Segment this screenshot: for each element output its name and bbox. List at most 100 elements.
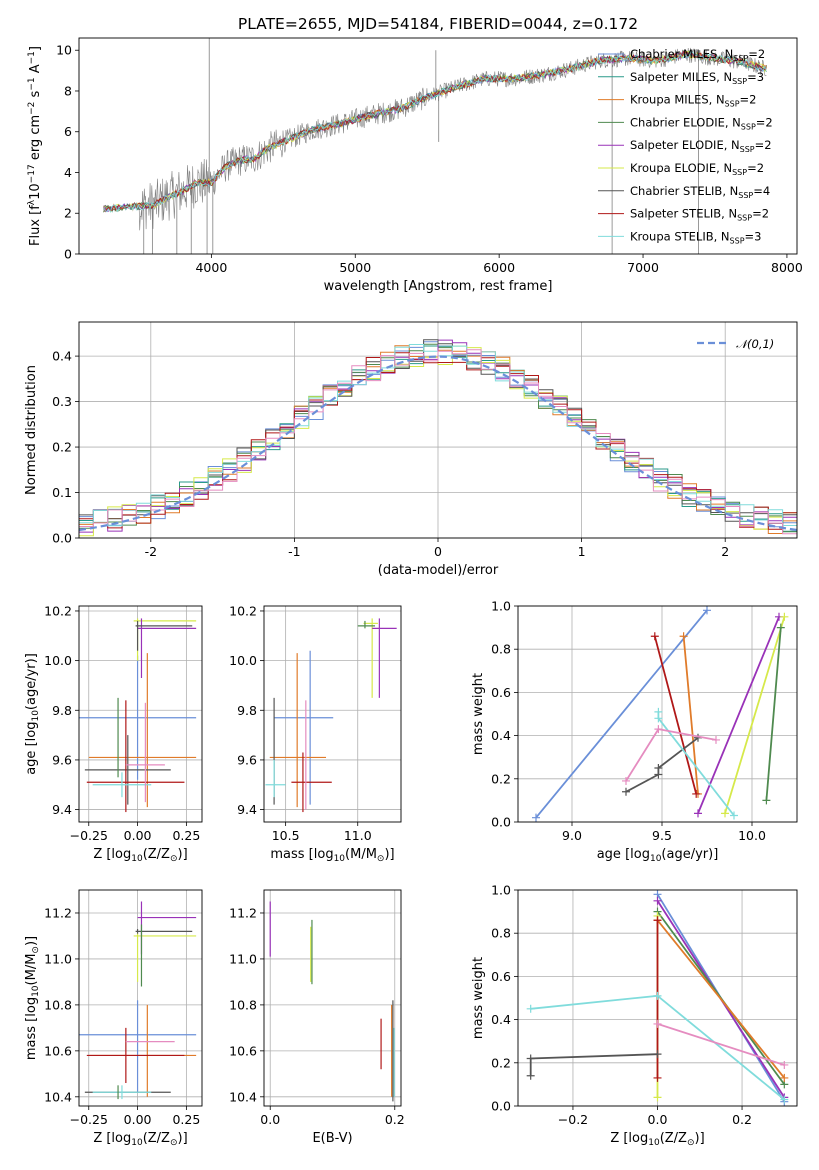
massweight-vs-age-point-marker	[703, 606, 711, 615]
mass-vs-Z-xtick-label: −0.25	[70, 1112, 108, 1127]
residuals-xtick-label: -2	[145, 544, 157, 559]
age-vs-Z-errorbar-point	[79, 655, 197, 780]
legend-name: Salpeter ELODIE, N	[630, 138, 740, 152]
spectrum-ylabel-part: −2	[27, 102, 37, 115]
massweight-vs-Z-frame	[517, 889, 798, 1107]
spectrum-ylabel-part: −1	[27, 51, 37, 64]
legend-name: Salpeter MILES, N	[630, 70, 732, 84]
massweight-vs-age-ytick-label: 0.4	[491, 728, 511, 743]
massweight-vs-Z-ytick-label: 0.8	[491, 926, 511, 941]
residuals-ytick-label: 0.1	[52, 485, 72, 500]
legend-label: Chabrier MILES, NSSP=2	[630, 47, 765, 63]
massweight-vs-Z-series-line	[657, 1023, 785, 1066]
massweight-vs-age-series-line	[657, 711, 735, 817]
age-vs-Z-errorbar-point	[135, 620, 193, 651]
massweight-vs-age-xtick-label: 10.0	[738, 828, 766, 843]
massweight-vs-age-xtick-label: 9.0	[562, 828, 582, 843]
age-vs-Z-ylabel-part: 10	[31, 710, 41, 722]
age-vs-mass-xtick-label: 11.0	[344, 828, 372, 843]
spectrum-ylabel-part: A	[28, 64, 43, 77]
spectrum-ylabel-part: s	[28, 90, 43, 101]
mass-vs-EBV-ytick-label: 11.2	[229, 905, 257, 920]
residuals-hist-series	[79, 339, 797, 533]
massweight-vs-Z-point-marker	[653, 1093, 662, 1102]
legend-label: Salpeter STELIB, NSSP=2	[630, 207, 769, 223]
age-vs-Z-errorbar-point	[88, 653, 197, 808]
massweight-vs-Z-point-marker	[653, 991, 662, 1000]
residuals-xtick-label: 2	[721, 544, 729, 559]
spectrum-frame	[78, 37, 798, 255]
spectrum-xtick-label: 6000	[483, 260, 515, 275]
mass-vs-Z-ylabel-part: (M/M	[24, 954, 39, 986]
age-vs-Z-xtick-label: 0.25	[172, 828, 200, 843]
age-vs-mass-ytick-label: 10.0	[229, 653, 257, 668]
mass-vs-EBV-xtick-label: 0.2	[385, 1112, 405, 1127]
massweight-vs-age-ytick-label: 1.0	[491, 599, 511, 614]
massweight-vs-Z-ytick-label: 0.4	[491, 1012, 511, 1027]
massweight-vs-Z-xlabel-part: (Z/Z	[660, 1131, 687, 1146]
massweight-vs-Z-xlabel-part: )]	[695, 1131, 705, 1146]
age-vs-Z-xtick-label: −0.25	[70, 828, 108, 843]
mass-vs-Z-errorbar-point	[137, 901, 197, 955]
age-vs-Z-frame	[78, 605, 203, 823]
age-vs-mass-errorbar-point	[357, 620, 376, 629]
mass-vs-EBV-plot-area	[269, 901, 395, 1102]
age-vs-Z-ytick-label: 10.2	[44, 603, 72, 618]
legend-name: Kroupa ELODIE, N	[630, 161, 732, 175]
massweight-vs-age-ytick-label: 0.6	[491, 685, 511, 700]
age-vs-mass-errorbar-point	[269, 653, 327, 808]
legend-sub: SSP	[730, 236, 745, 245]
legend-suffix: =4	[753, 184, 770, 198]
age-vs-Z-errorbar-point	[86, 700, 185, 813]
mass-vs-Z-xtick-label: 0.25	[172, 1112, 200, 1127]
spectrum-ylabel-part: ]	[28, 46, 43, 51]
legend-suffix: =2	[747, 161, 764, 175]
legend-label: Chabrier ELODIE, NSSP=2	[630, 115, 773, 131]
residuals-axes: -2 -1 0 1 2 0.0 0.1 0.2 0.3 0.4 (data-model)/error…	[24, 322, 797, 578]
spectrum-ytick-label: 2	[64, 206, 72, 221]
age-vs-Z-xlabel-part: 10	[131, 854, 143, 864]
massweight-vs-age-ylabel: mass weight	[471, 673, 486, 755]
massweight-vs-age-xlabel-part: 10	[650, 854, 662, 864]
residuals-ytick-label: 0.3	[52, 394, 72, 409]
mass-vs-Z-ylabel-part: ⊙	[31, 946, 41, 954]
figure-title: PLATE=2655, MJD=54184, FIBERID=0044, z=0…	[238, 15, 638, 33]
mass-vs-Z-errorbar-point	[79, 1000, 197, 1093]
legend-name: Chabrier MILES, N	[630, 47, 733, 61]
massweight-vs-age-point-marker	[654, 764, 663, 772]
residuals-xtick-label: -1	[288, 544, 300, 559]
legend-label: 𝒩(0,1)	[736, 337, 774, 351]
massweight-vs-age-point-marker	[622, 776, 630, 785]
massweight-vs-Z-series-line	[656, 919, 786, 1079]
age-vs-Z-ytick-label: 9.8	[52, 703, 72, 718]
massweight-vs-age-point-marker	[654, 714, 663, 723]
massweight-vs-Z-point-marker	[653, 896, 662, 905]
age-vs-mass-errorbar-point	[265, 759, 286, 798]
residuals-hist-series	[79, 349, 797, 535]
age-vs-mass-xlabel-part: )]	[384, 847, 394, 862]
legend-label: Salpeter ELODIE, NSSP=2	[630, 138, 772, 154]
massweight-vs-Z-ytick-label: 0.6	[491, 969, 511, 984]
age-vs-mass-frame	[263, 605, 402, 823]
spectrum-xtick-label: 8000	[771, 260, 803, 275]
mass-vs-Z-errorbar-point	[135, 929, 193, 934]
massweight-vs-age-point-marker	[654, 725, 663, 734]
spectrum-ylabel-part: λ	[27, 199, 37, 205]
massweight-vs-Z-xtick-label: 0.0	[648, 1112, 668, 1127]
spectrum-ytick-label: 6	[64, 124, 72, 139]
legend-label: Kroupa ELODIE, NSSP=2	[630, 161, 764, 177]
age-vs-mass-errorbar-point	[291, 752, 332, 813]
legend-label: Kroupa STELIB, NSSP=3	[630, 229, 761, 245]
age-vs-mass-errorbar-point	[372, 618, 397, 698]
massweight-vs-age-plot-area	[532, 606, 789, 822]
mass-vs-EBV-ytick-label: 11.0	[229, 951, 257, 966]
massweight-vs-Z-point-marker	[653, 1019, 662, 1028]
spectrum-ylabel-part: 10	[28, 183, 43, 200]
age-vs-Z-errorbar-point	[92, 772, 152, 798]
mass-vs-Z-ylabel: mass [log10(M/M⊙)]	[24, 936, 41, 1060]
age-vs-Z-xtick-label: 0.00	[124, 828, 152, 843]
massweight-vs-Z-point-marker	[780, 1060, 789, 1069]
massweight-vs-Z-plot-area	[526, 890, 789, 1106]
massweight-vs-age-xlabel-part: age [log	[597, 847, 650, 862]
legend-name: Salpeter STELIB, N	[630, 207, 737, 221]
